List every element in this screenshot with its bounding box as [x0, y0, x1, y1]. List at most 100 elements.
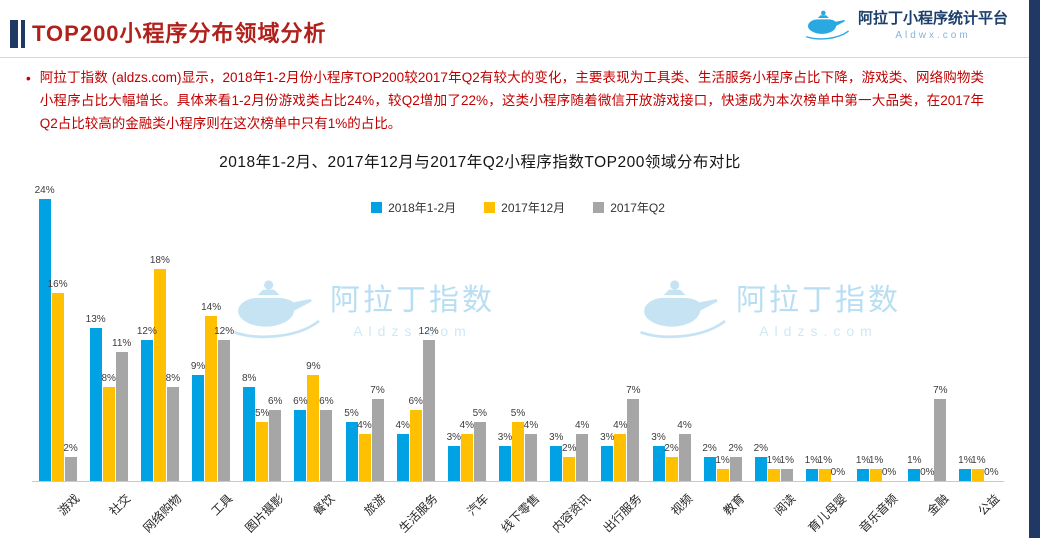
bar-value-label: 1%	[907, 455, 922, 466]
bar-value-label: 5%	[472, 408, 488, 419]
x-axis-label: 音乐音频	[856, 491, 901, 536]
x-axis-label: 教育	[720, 491, 747, 519]
x-axis-label: 旅游	[361, 491, 389, 519]
bar-value-label: 8%	[165, 373, 181, 384]
x-axis-label: 金融	[924, 491, 952, 519]
bar-value-label: 11%	[112, 338, 132, 349]
x-axis-label: 阅读	[771, 491, 799, 519]
bar-value-label: 3%	[600, 432, 615, 443]
chart-bar	[269, 410, 282, 481]
bar-value-label: 12%	[214, 326, 235, 337]
chart-bar	[166, 387, 179, 481]
bar-value-label: 4%	[395, 420, 410, 431]
bar-value-label: 2%	[753, 443, 769, 454]
chart-bar	[576, 434, 589, 481]
bar-value-label: 7%	[933, 385, 948, 396]
bar-value-label: 12%	[418, 326, 439, 337]
bar-value-label: 3%	[497, 432, 513, 443]
chart-bar	[243, 387, 256, 481]
chart-bar	[140, 340, 153, 481]
x-axis-label: 餐饮	[310, 491, 338, 519]
legend-swatch	[371, 202, 383, 213]
chart-bar	[294, 410, 307, 481]
bar-value-label: 6%	[319, 396, 334, 407]
bar-value-label: 1%	[779, 455, 795, 466]
chart-bar	[818, 469, 831, 481]
chart-bar	[256, 422, 269, 481]
bar-value-label: 3%	[446, 432, 462, 443]
right-edge-stripe	[1029, 0, 1040, 538]
chart-bar	[51, 293, 64, 481]
bar-value-label: 7%	[370, 385, 385, 396]
chart-bar	[89, 328, 102, 481]
bar-value-label: 4%	[357, 420, 372, 431]
x-axis-label: 视频	[668, 491, 696, 519]
chart-bar	[805, 469, 818, 481]
x-axis-label: 出行服务	[600, 491, 645, 536]
chart-bar	[512, 422, 524, 481]
bar-value-label: 2%	[728, 443, 743, 454]
bar-value-label: 12%	[136, 326, 157, 337]
bar-value-label: 6%	[293, 396, 308, 407]
chart-bar	[320, 410, 333, 481]
chart-bar	[703, 457, 716, 481]
chart-bar	[447, 446, 460, 481]
aladdin-lamp-icon	[804, 7, 850, 41]
chart-bar	[563, 457, 576, 481]
bar-value-label: 9%	[190, 361, 206, 372]
x-axis-label: 育儿母婴	[805, 491, 850, 536]
bar-value-label: 6%	[408, 396, 423, 407]
bar-value-label: 5%	[344, 408, 359, 419]
bar-value-label: 2%	[63, 443, 78, 454]
bar-value-label: 0%	[830, 467, 846, 478]
bar-chart-plot: 24% 13% 12% 9% 8% 6% 5% 4% 3% 3% 3% 3% 3% 2% 2% 1% 1% 1% 1…	[32, 185, 1004, 535]
chart-bar	[64, 457, 77, 481]
bar-value-label: 6%	[267, 396, 283, 407]
x-axis-label: 内容资讯	[549, 491, 594, 536]
bar-value-label: 24%	[34, 185, 55, 196]
bar-value-label: 0%	[984, 467, 999, 478]
chart-bar	[153, 269, 166, 481]
chart-bar	[908, 469, 921, 481]
x-axis-label: 工具	[208, 491, 236, 519]
bar-value-label: 1%	[958, 455, 973, 466]
chart-bar	[665, 457, 678, 481]
brand-logo: 阿拉丁小程序统计平台 Aldwx.com	[804, 7, 1008, 41]
chart-bar	[102, 387, 115, 481]
summary-text: 阿拉丁指数 (aldzs.com)显示，2018年1-2月份小程序TOP200较…	[39, 70, 984, 132]
chart-bar	[716, 469, 729, 481]
bar-value-label: 5%	[510, 408, 526, 419]
bar-value-label: 1%	[817, 455, 833, 466]
bar-value-label: 4%	[574, 420, 590, 431]
chart-bar	[205, 316, 218, 481]
x-axis-label: 汽车	[464, 491, 492, 519]
legend-item: 2017年Q2	[593, 199, 665, 216]
brand-name: 阿拉丁小程序统计平台	[857, 10, 1008, 27]
x-axis-label: 公益	[975, 491, 1003, 519]
chart-bar	[396, 434, 409, 481]
x-axis-label: 生活服务	[396, 491, 441, 536]
chart-bar	[460, 434, 473, 481]
chart-title: 2018年1-2月、2017年12月与2017年Q2小程序指数TOP200领域分…	[219, 154, 741, 171]
bar-value-label: 8%	[101, 373, 116, 384]
accent-bar	[21, 20, 25, 48]
chart-bar	[601, 446, 614, 481]
legend-swatch	[593, 202, 605, 213]
chart-bar	[614, 434, 627, 481]
bar-value-label: 2%	[702, 443, 717, 454]
x-axis-label: 图片摄影	[242, 491, 287, 536]
accent-bar	[10, 20, 18, 48]
bar-value-label: 1%	[971, 455, 986, 466]
chart-bar	[652, 446, 665, 481]
chart-bar	[627, 399, 640, 481]
chart-bar	[218, 340, 231, 481]
chart-bar	[307, 375, 320, 481]
chart-bar	[754, 457, 767, 481]
chart-bar	[499, 446, 511, 481]
page-title: TOP200小程序分布领域分析	[32, 21, 327, 46]
chart-bar	[38, 199, 51, 481]
chart-bar	[729, 457, 742, 481]
bar-value-label: 1%	[868, 455, 884, 466]
chart-bar	[780, 469, 793, 481]
bar-value-label: 2%	[664, 443, 679, 454]
